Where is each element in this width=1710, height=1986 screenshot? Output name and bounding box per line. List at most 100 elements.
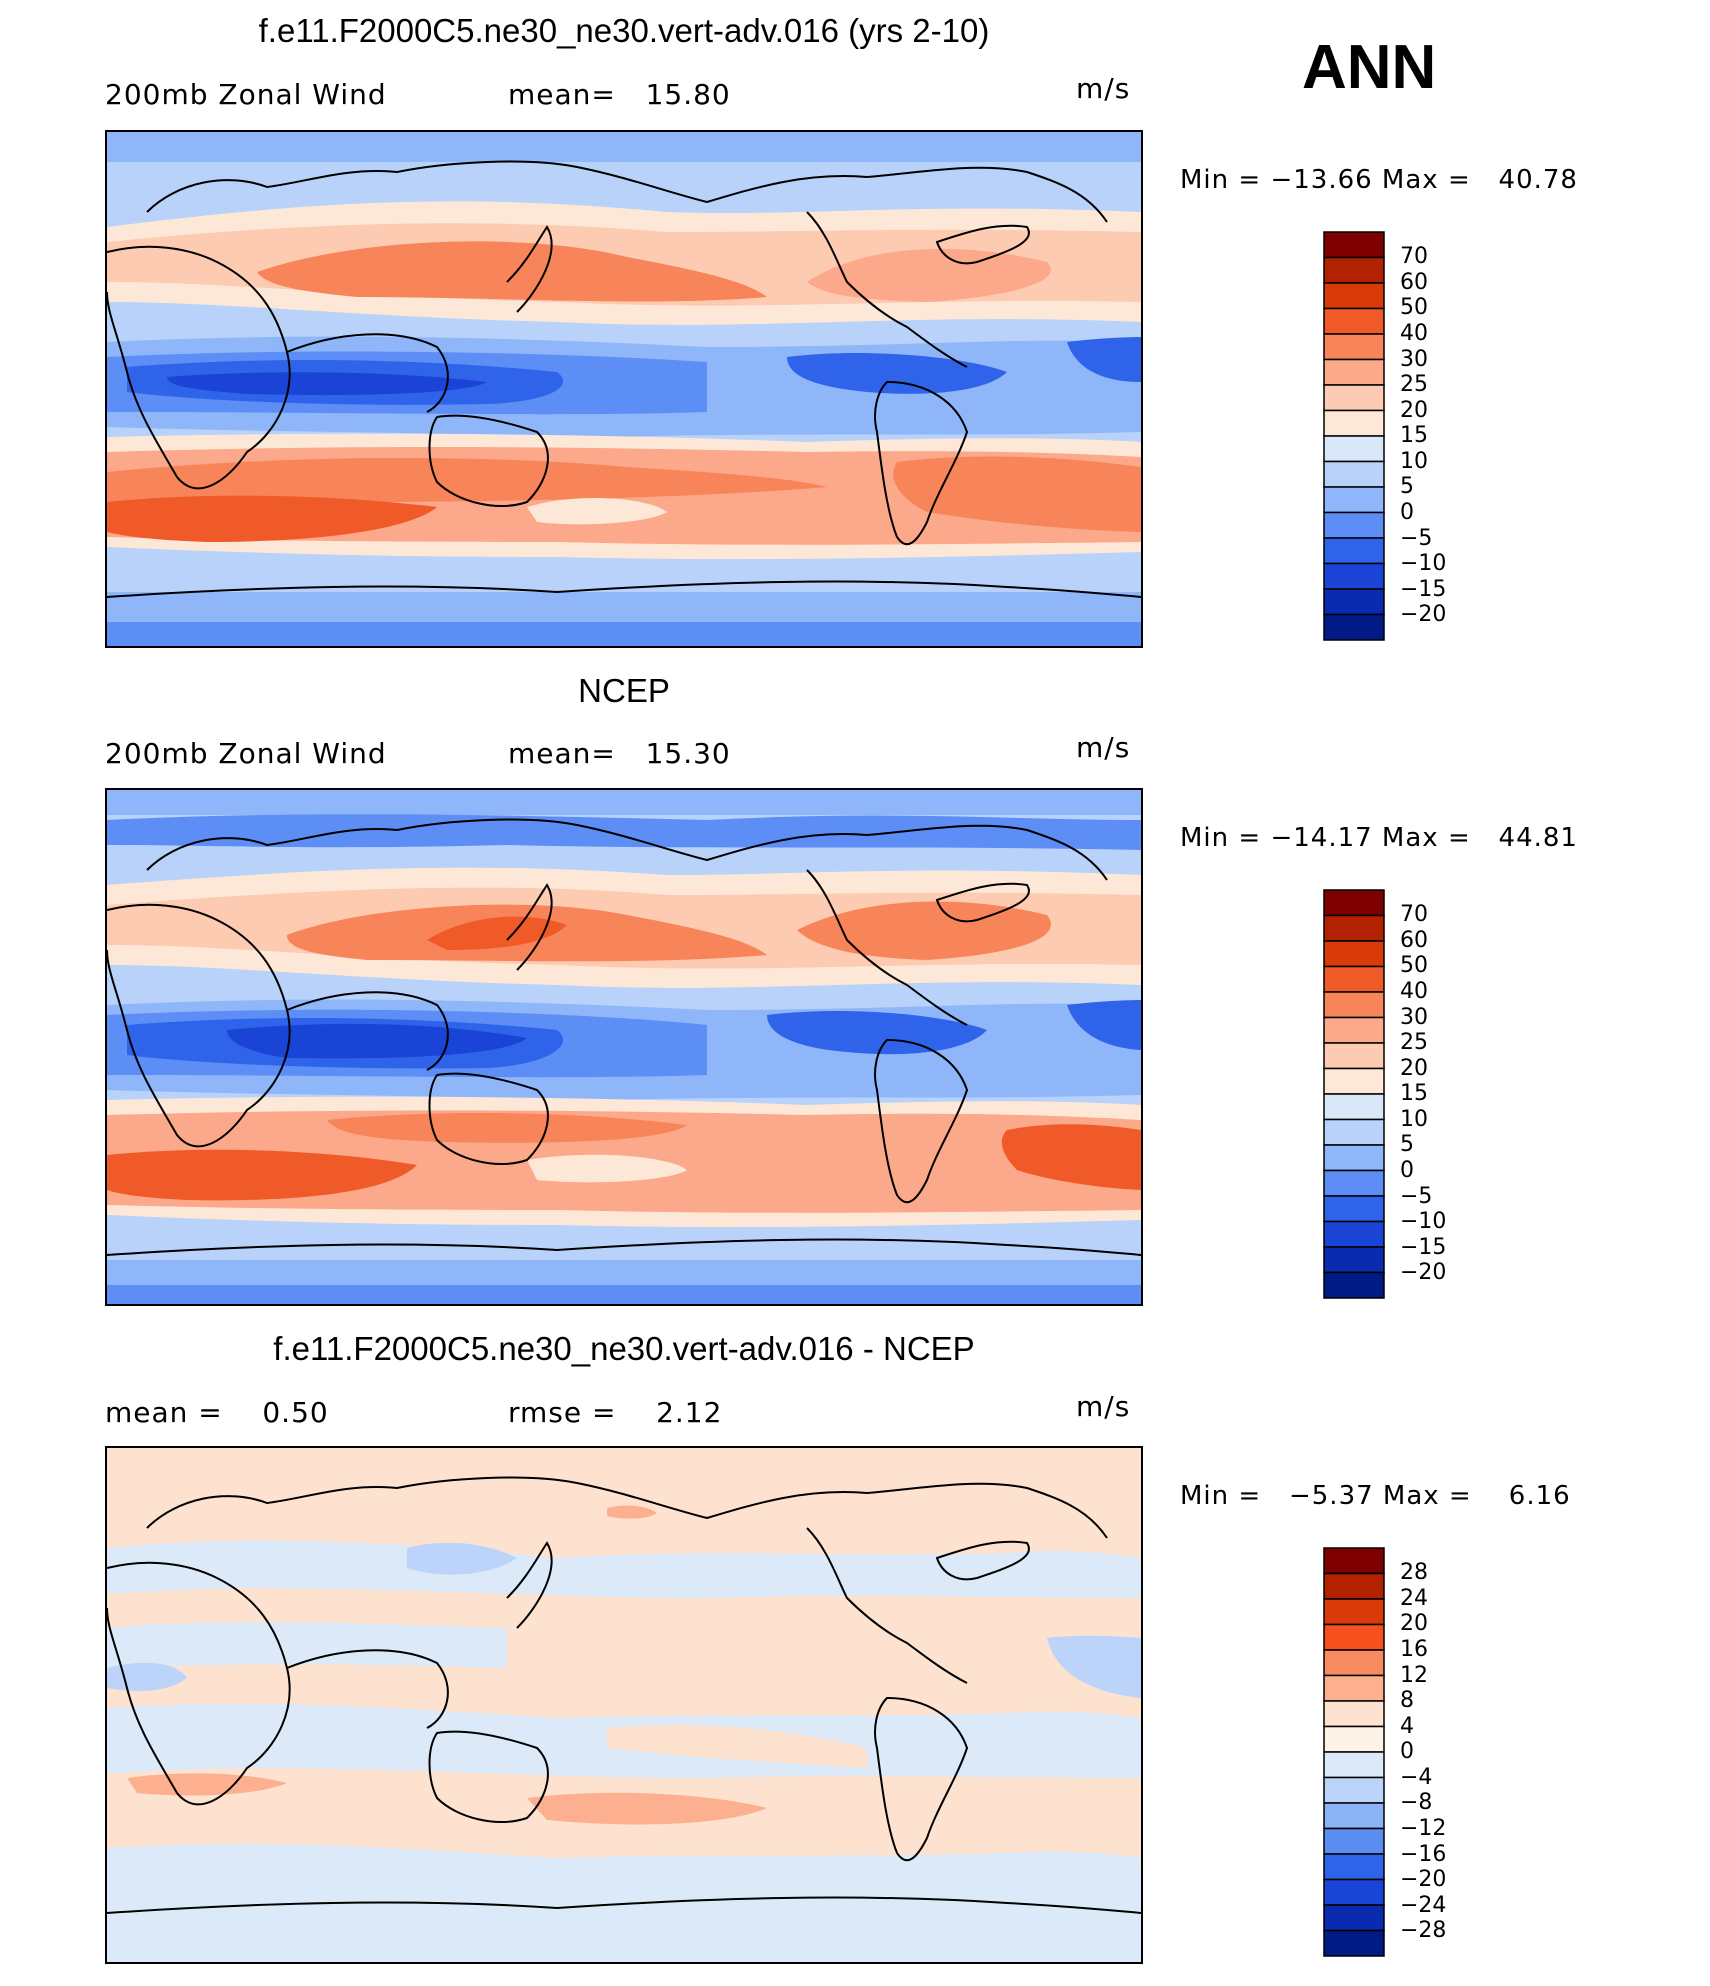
colorbar-swatch bbox=[1323, 1904, 1385, 1932]
colorbar-swatch bbox=[1323, 1674, 1385, 1702]
season-label: ANN bbox=[1302, 33, 1437, 102]
panel1-mean-label: mean= 15.80 bbox=[508, 78, 731, 111]
cbar-label: −15 bbox=[1400, 577, 1447, 602]
cbar-label: −10 bbox=[1400, 1209, 1447, 1234]
cbar-label: −12 bbox=[1400, 1816, 1447, 1841]
panel2-units-label: m/s bbox=[1076, 731, 1131, 764]
panel1-colorbar bbox=[1322, 230, 1386, 647]
cbar-label: −20 bbox=[1400, 1260, 1447, 1285]
colorbar-swatch bbox=[1323, 1144, 1385, 1172]
colorbar-swatch bbox=[1323, 358, 1385, 386]
colorbar-swatch bbox=[1323, 1246, 1385, 1274]
colorbar-swatch bbox=[1323, 333, 1385, 361]
colorbar-swatch bbox=[1323, 562, 1385, 590]
colorbar-swatch bbox=[1323, 1802, 1385, 1830]
cbar-label: −20 bbox=[1400, 602, 1447, 627]
panel2-colorbar bbox=[1322, 888, 1386, 1305]
panel3-colorbar bbox=[1322, 1546, 1386, 1963]
panel2-title: NCEP bbox=[578, 672, 670, 709]
colorbar-swatch bbox=[1323, 1598, 1385, 1626]
colorbar-swatch bbox=[1323, 588, 1385, 616]
colorbar-swatch bbox=[1323, 1220, 1385, 1248]
cbar-label: 8 bbox=[1400, 1688, 1414, 1713]
colorbar-swatch bbox=[1323, 1118, 1385, 1146]
panel3-title: f.e11.F2000C5.ne30_ne30.vert-adv.016 - N… bbox=[273, 1330, 975, 1367]
cbar-label: 30 bbox=[1400, 347, 1428, 372]
panel1-title: f.e11.F2000C5.ne30_ne30.vert-adv.016 (yr… bbox=[258, 12, 990, 49]
colorbar-swatch bbox=[1323, 460, 1385, 488]
colorbar-swatch bbox=[1323, 1853, 1385, 1881]
colorbar-swatch bbox=[1323, 1195, 1385, 1223]
colorbar-swatch bbox=[1323, 1751, 1385, 1779]
colorbar-swatch bbox=[1323, 1776, 1385, 1804]
cbar-label: 40 bbox=[1400, 979, 1428, 1004]
colorbar-swatch bbox=[1323, 511, 1385, 539]
colorbar-swatch bbox=[1323, 231, 1385, 259]
colorbar-swatch bbox=[1323, 282, 1385, 310]
colorbar-swatch bbox=[1323, 256, 1385, 284]
panel2-variable-label: 200mb Zonal Wind bbox=[105, 737, 387, 770]
panel2-mean-label: mean= 15.30 bbox=[508, 737, 731, 770]
cbar-label: −4 bbox=[1400, 1765, 1433, 1790]
colorbar-swatch bbox=[1323, 1067, 1385, 1095]
cbar-label: 50 bbox=[1400, 953, 1428, 978]
cbar-label: 20 bbox=[1400, 1611, 1428, 1636]
panel3-mean-label: mean = 0.50 bbox=[105, 1396, 329, 1429]
cbar-label: 60 bbox=[1400, 270, 1428, 295]
colorbar-swatch bbox=[1323, 409, 1385, 437]
cbar-label: −5 bbox=[1400, 1184, 1433, 1209]
colorbar-swatch bbox=[1323, 435, 1385, 463]
colorbar-swatch bbox=[1323, 1042, 1385, 1070]
cbar-label: 0 bbox=[1400, 500, 1414, 525]
colorbar-swatch bbox=[1323, 307, 1385, 335]
colorbar-swatch bbox=[1323, 889, 1385, 917]
panel1-units-label: m/s bbox=[1076, 72, 1131, 105]
panel3-rmse-label: rmse = 2.12 bbox=[508, 1396, 723, 1429]
colorbar-swatch bbox=[1323, 991, 1385, 1019]
cbar-label: 50 bbox=[1400, 295, 1428, 320]
cbar-label: −16 bbox=[1400, 1842, 1447, 1867]
colorbar-swatch bbox=[1323, 1093, 1385, 1121]
cbar-label: 28 bbox=[1400, 1560, 1428, 1585]
cbar-label: 25 bbox=[1400, 1030, 1428, 1055]
colorbar-swatch bbox=[1323, 1169, 1385, 1197]
panel2-minmax: Min = −14.17 Max = 44.81 bbox=[1180, 823, 1578, 853]
colorbar-swatch bbox=[1323, 537, 1385, 565]
cbar-label: 10 bbox=[1400, 1107, 1428, 1132]
cbar-label: 15 bbox=[1400, 423, 1428, 448]
cbar-label: 5 bbox=[1400, 474, 1414, 499]
colorbar-swatch bbox=[1323, 1700, 1385, 1728]
cbar-label: 70 bbox=[1400, 244, 1428, 269]
cbar-label: −28 bbox=[1400, 1918, 1447, 1943]
cbar-label: 40 bbox=[1400, 321, 1428, 346]
panel3-colorbar-swatches bbox=[1323, 1547, 1385, 1957]
cbar-label: 10 bbox=[1400, 449, 1428, 474]
colorbar-swatch bbox=[1323, 1016, 1385, 1044]
colorbar-swatch bbox=[1323, 1725, 1385, 1753]
cbar-label: 5 bbox=[1400, 1132, 1414, 1157]
colorbar-swatch bbox=[1323, 384, 1385, 412]
panel1-minmax: Min = −13.66 Max = 40.78 bbox=[1180, 165, 1578, 195]
cbar-label: 20 bbox=[1400, 398, 1428, 423]
cbar-label: 4 bbox=[1400, 1714, 1414, 1739]
cbar-label: 24 bbox=[1400, 1586, 1428, 1611]
cbar-label: −15 bbox=[1400, 1235, 1447, 1260]
cbar-label: 25 bbox=[1400, 372, 1428, 397]
panel3-units-label: m/s bbox=[1076, 1390, 1131, 1423]
cbar-label: 0 bbox=[1400, 1158, 1414, 1183]
colorbar-swatch bbox=[1323, 1572, 1385, 1600]
panel3-minmax: Min = −5.37 Max = 6.16 bbox=[1180, 1481, 1571, 1511]
cbar-label: −10 bbox=[1400, 551, 1447, 576]
colorbar-swatch bbox=[1323, 940, 1385, 968]
cbar-label: 0 bbox=[1400, 1739, 1414, 1764]
colorbar-swatch bbox=[1323, 1649, 1385, 1677]
cbar-label: 30 bbox=[1400, 1005, 1428, 1030]
colorbar-swatch bbox=[1323, 613, 1385, 641]
colorbar-swatch bbox=[1323, 1878, 1385, 1906]
panel1-colorbar-swatches bbox=[1323, 231, 1385, 641]
cbar-label: 15 bbox=[1400, 1081, 1428, 1106]
cbar-label: −5 bbox=[1400, 526, 1433, 551]
cbar-label: −8 bbox=[1400, 1790, 1433, 1815]
cbar-label: −20 bbox=[1400, 1867, 1447, 1892]
panel2-colorbar-swatches bbox=[1323, 889, 1385, 1299]
